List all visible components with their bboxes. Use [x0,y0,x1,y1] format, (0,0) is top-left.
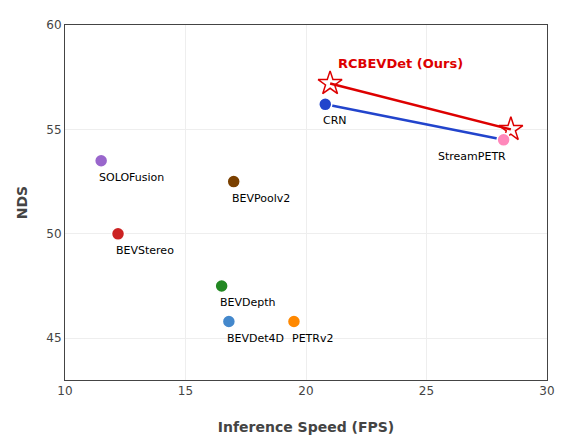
svg-text:BEVDepth: BEVDepth [220,296,276,309]
svg-text:SOLOFusion: SOLOFusion [99,171,164,184]
svg-text:RCBEVDet (Ours): RCBEVDet (Ours) [338,56,463,71]
svg-text:BEVPoolv2: BEVPoolv2 [232,192,290,205]
svg-text:StreamPETR: StreamPETR [438,150,506,163]
svg-text:60: 60 [46,18,61,32]
svg-text:CRN: CRN [323,114,347,127]
svg-text:50: 50 [46,227,61,241]
svg-text:Inference Speed (FPS): Inference Speed (FPS) [218,419,395,435]
svg-text:55: 55 [46,123,61,137]
svg-text:20: 20 [298,384,313,398]
svg-text:25: 25 [419,384,434,398]
svg-text:BEVDet4D: BEVDet4D [227,332,284,345]
svg-text:PETRv2: PETRv2 [292,332,333,345]
svg-text:NDS: NDS [14,186,30,219]
svg-text:45: 45 [46,331,61,345]
svg-text:30: 30 [539,384,554,398]
svg-text:BEVStereo: BEVStereo [116,244,174,257]
svg-text:15: 15 [178,384,193,398]
svg-text:10: 10 [57,384,72,398]
